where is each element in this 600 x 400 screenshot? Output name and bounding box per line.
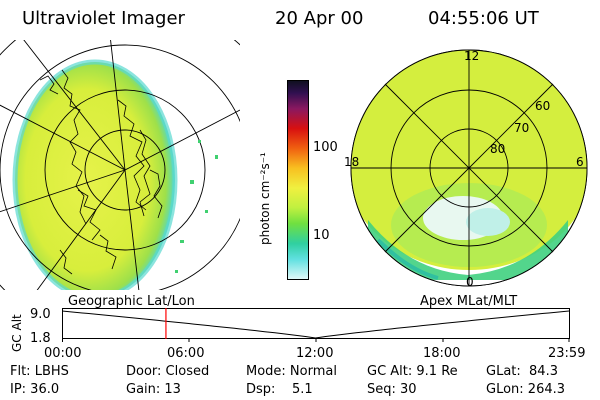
colorbar-tick-100: 100	[313, 140, 338, 155]
time-tick-2359: 23:59	[548, 346, 586, 361]
apex-label: Apex MLat/MLT	[420, 294, 518, 309]
geographic-image	[0, 40, 240, 290]
aurora-disk	[15, 62, 175, 290]
time-tick-1800: 18:00	[423, 346, 461, 361]
glat-info: GLat: 84.3	[486, 364, 558, 379]
noise-speckles	[175, 140, 218, 273]
polar-mlt-plot: 12 18 6 0 60 70 80	[344, 49, 588, 289]
mlt-label-12: 12	[464, 49, 479, 63]
mlt-label-18: 18	[344, 155, 359, 169]
time-tick-0000: 00:00	[44, 346, 82, 361]
lat-label-80: 80	[490, 142, 505, 156]
dsp-info: Dsp: 5.1	[246, 382, 313, 397]
altitude-tick-top: 9.0	[30, 307, 51, 322]
mlt-label-6: 6	[576, 155, 584, 169]
altitude-plot	[62, 308, 570, 342]
colorbar-tick-10: 10	[313, 228, 330, 243]
door-info: Door: Closed	[126, 364, 210, 379]
mode-info: Mode: Normal	[246, 364, 337, 379]
lat-lon-grid	[0, 40, 240, 290]
ip-info: IP: 36.0	[10, 382, 60, 397]
altitude-axis-label: GC Alt	[10, 314, 24, 352]
gc-alt-info: GC Alt: 9.1 Re	[367, 364, 458, 379]
filter-info: Flt: LBHS	[10, 364, 69, 379]
coastlines	[39, 69, 163, 275]
polar-grid	[350, 49, 588, 287]
instrument-title: Ultraviolet Imager	[22, 8, 185, 29]
time-label: 04:55:06 UT	[428, 8, 539, 29]
gain-info: Gain: 13	[126, 382, 181, 397]
lat-label-70: 70	[514, 121, 529, 135]
altitude-x-ticks	[62, 338, 570, 342]
seq-info: Seq: 30	[367, 382, 417, 397]
mlt-label-0: 0	[466, 275, 474, 289]
date-label: 20 Apr 00	[275, 8, 364, 29]
color-bar	[287, 80, 309, 280]
colorbar-unit-label: photon cm⁻²s⁻¹	[258, 152, 272, 245]
altitude-plot-frame	[62, 308, 570, 339]
glon-info: GLon: 264.3	[486, 382, 566, 397]
lat-label-60: 60	[535, 99, 550, 113]
altitude-tick-bottom: 1.8	[30, 331, 51, 346]
time-tick-1200: 12:00	[296, 346, 334, 361]
geographic-label: Geographic Lat/Lon	[68, 294, 195, 309]
time-tick-0600: 06:00	[167, 346, 205, 361]
